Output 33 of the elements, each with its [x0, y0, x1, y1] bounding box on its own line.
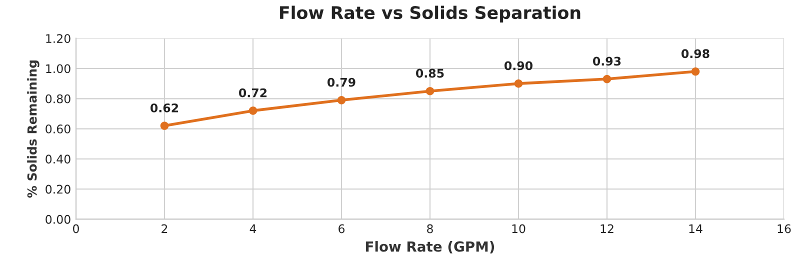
- x-tick-label: 12: [600, 224, 614, 234]
- y-tick-label: 0.40: [46, 154, 70, 164]
- data-label: 0.72: [239, 88, 267, 98]
- x-tick-label: 16: [778, 224, 791, 234]
- y-tick-label: 0.60: [46, 124, 70, 134]
- point: [337, 96, 346, 104]
- y-tick-label: 1.00: [46, 64, 70, 74]
- point: [691, 67, 700, 76]
- point: [602, 74, 612, 84]
- x-tick-label: 8: [427, 224, 433, 234]
- y-axis-title: % Solids Remaining: [27, 60, 40, 198]
- x-tick-label: 4: [250, 224, 256, 234]
- data-label: 0.90: [504, 61, 532, 70]
- point: [160, 122, 169, 130]
- data-label: 0.62: [150, 103, 178, 112]
- x-tick-label: 14: [689, 224, 702, 234]
- point: [248, 106, 258, 115]
- y-tick-label: 0.80: [46, 94, 70, 104]
- data-label: 0.79: [328, 78, 356, 87]
- chart-title: Flow Rate vs Solids Separation: [280, 6, 580, 23]
- x-axis-title: Flow Rate (GPM): [366, 241, 494, 254]
- data-label: 0.93: [593, 56, 621, 66]
- point: [426, 86, 434, 96]
- x-tick-label: 10: [512, 224, 526, 234]
- x-tick-label: 6: [338, 224, 345, 234]
- y-tick-label: 0.00: [46, 214, 70, 224]
- y-tick-label: 1.20: [46, 34, 70, 44]
- x-tick-label: 2: [162, 224, 168, 234]
- x-tick-label: 0: [73, 224, 79, 234]
- y-tick-label: 0.20: [46, 184, 70, 194]
- data-label: 0.98: [682, 49, 710, 58]
- data-label: 0.85: [416, 68, 444, 78]
- point: [514, 79, 523, 88]
